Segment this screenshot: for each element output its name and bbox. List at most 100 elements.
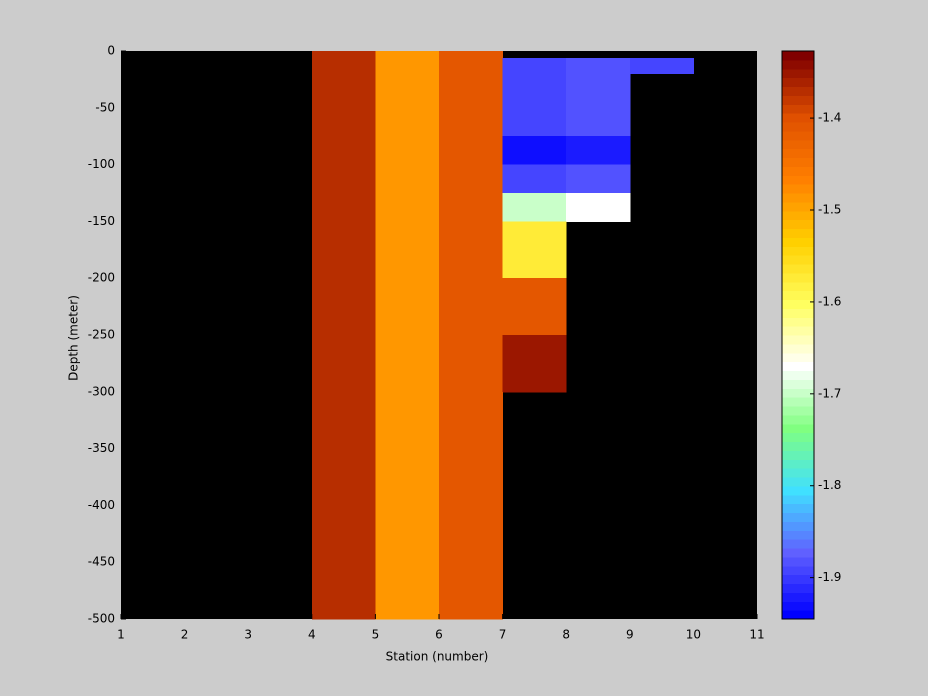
heatmap-cell (311, 193, 376, 222)
colorbar-swatch (782, 361, 814, 371)
colorbar-swatch (782, 255, 814, 265)
colorbar-tick-label: -1.8 (818, 478, 841, 492)
heatmap-cell (502, 278, 567, 336)
heatmap-cell (502, 221, 567, 279)
colorbar-swatch (782, 610, 814, 620)
colorbar-swatch (782, 219, 814, 229)
y-tick-label: -200 (88, 271, 115, 285)
colorbar-swatch (782, 388, 814, 398)
heatmap-cell (566, 136, 631, 166)
colorbar-swatch (782, 104, 814, 114)
colorbar-swatch (782, 601, 814, 611)
y-tick-label: -300 (88, 384, 115, 398)
colorbar-swatch (782, 352, 814, 363)
colorbar-swatch (782, 503, 814, 513)
heatmap-cell (439, 221, 504, 279)
colorbar-swatch (782, 130, 814, 141)
colorbar-swatch (782, 175, 814, 185)
colorbar-swatch (782, 95, 814, 105)
colorbar-swatch (782, 512, 814, 522)
colorbar-frame (781, 50, 815, 620)
heatmap-cell (375, 57, 440, 75)
colorbar-swatch (782, 343, 814, 354)
y-tick-label: -350 (88, 441, 115, 455)
heatmap-cell (629, 57, 694, 75)
colorbar-swatch (782, 139, 814, 150)
colorbar-swatch (782, 272, 814, 283)
colorbar-swatch (782, 485, 814, 496)
heatmap-cell (311, 164, 376, 194)
heatmap-cell (311, 136, 376, 166)
heatmap-cell (502, 335, 567, 393)
y-tick-label: -250 (88, 328, 115, 342)
colorbar-swatch (782, 539, 814, 549)
colorbar-swatch (782, 574, 814, 584)
colorbar-swatch (782, 210, 814, 221)
x-tick-label: 10 (686, 628, 701, 642)
colorbar-swatch (782, 556, 814, 567)
colorbar-swatch (782, 530, 814, 540)
colorbar-swatch (782, 450, 814, 460)
x-tick-label: 11 (749, 628, 764, 642)
heatmap-cell (439, 335, 504, 393)
heatmap-cell (502, 57, 567, 75)
y-tick-label: -100 (88, 157, 115, 171)
heatmap-cell (439, 51, 504, 59)
y-tick-label: -400 (88, 498, 115, 512)
colorbar-swatch (782, 308, 814, 318)
colorbar-swatch (782, 237, 814, 247)
x-tick-label: 6 (435, 628, 443, 642)
x-tick-label: 1 (117, 628, 125, 642)
heatmap-cell (375, 136, 440, 166)
colorbar-swatch (782, 193, 814, 203)
heatmap-cell (439, 278, 504, 336)
colorbar-swatch (782, 370, 814, 380)
colorbar-swatch (782, 317, 814, 327)
x-tick-label: 7 (499, 628, 507, 642)
colorbar-swatch (782, 423, 814, 434)
heatmap-cell (311, 391, 376, 620)
y-axis-label: Depth (meter) (67, 295, 81, 381)
heatmap-cell (311, 57, 376, 75)
colorbar-swatch (782, 77, 814, 87)
colorbar-swatch (782, 228, 814, 238)
y-tick-label: -150 (88, 214, 115, 228)
heatmap-cell (311, 51, 376, 59)
colorbar-tick-label: -1.7 (818, 386, 841, 400)
heatmap-cell (566, 57, 631, 75)
colorbar-swatch (782, 406, 814, 416)
heatmap-cell (311, 73, 376, 137)
colorbar-swatch (782, 583, 814, 593)
colorbar-swatch (782, 113, 814, 123)
colorbar-swatch (782, 414, 814, 425)
heatmap-cell (375, 391, 440, 620)
colorbar-swatch (782, 397, 814, 407)
colorbar-swatch (782, 281, 814, 292)
colorbar-tick-label: -1.4 (818, 111, 841, 125)
x-tick-label: 5 (372, 628, 380, 642)
colorbar-swatch (782, 477, 814, 487)
y-tick-label: -50 (95, 100, 115, 114)
colorbar-swatch (782, 335, 814, 345)
x-axis-label: Station (number) (386, 650, 489, 664)
colorbar-swatch (782, 592, 814, 602)
colorbar-swatch (782, 264, 814, 274)
colorbar-swatch (782, 379, 814, 389)
heatmap-cell (375, 51, 440, 59)
colorbar-swatch (782, 326, 814, 336)
heatmap-cell (439, 391, 504, 620)
colorbar-swatch (782, 432, 814, 442)
colorbar-swatch (782, 201, 814, 212)
colorbar-swatch (782, 59, 814, 70)
colorbar-swatch (782, 184, 814, 194)
heatmap-cell (311, 335, 376, 393)
x-tick-label: 9 (626, 628, 634, 642)
heatmap-cell (566, 164, 631, 194)
colorbar-swatch (782, 122, 814, 132)
y-tick-label: -500 (88, 612, 115, 626)
heatmap-cell (566, 193, 631, 222)
heatmap-cell (439, 73, 504, 137)
heatmap-cell (566, 73, 631, 137)
